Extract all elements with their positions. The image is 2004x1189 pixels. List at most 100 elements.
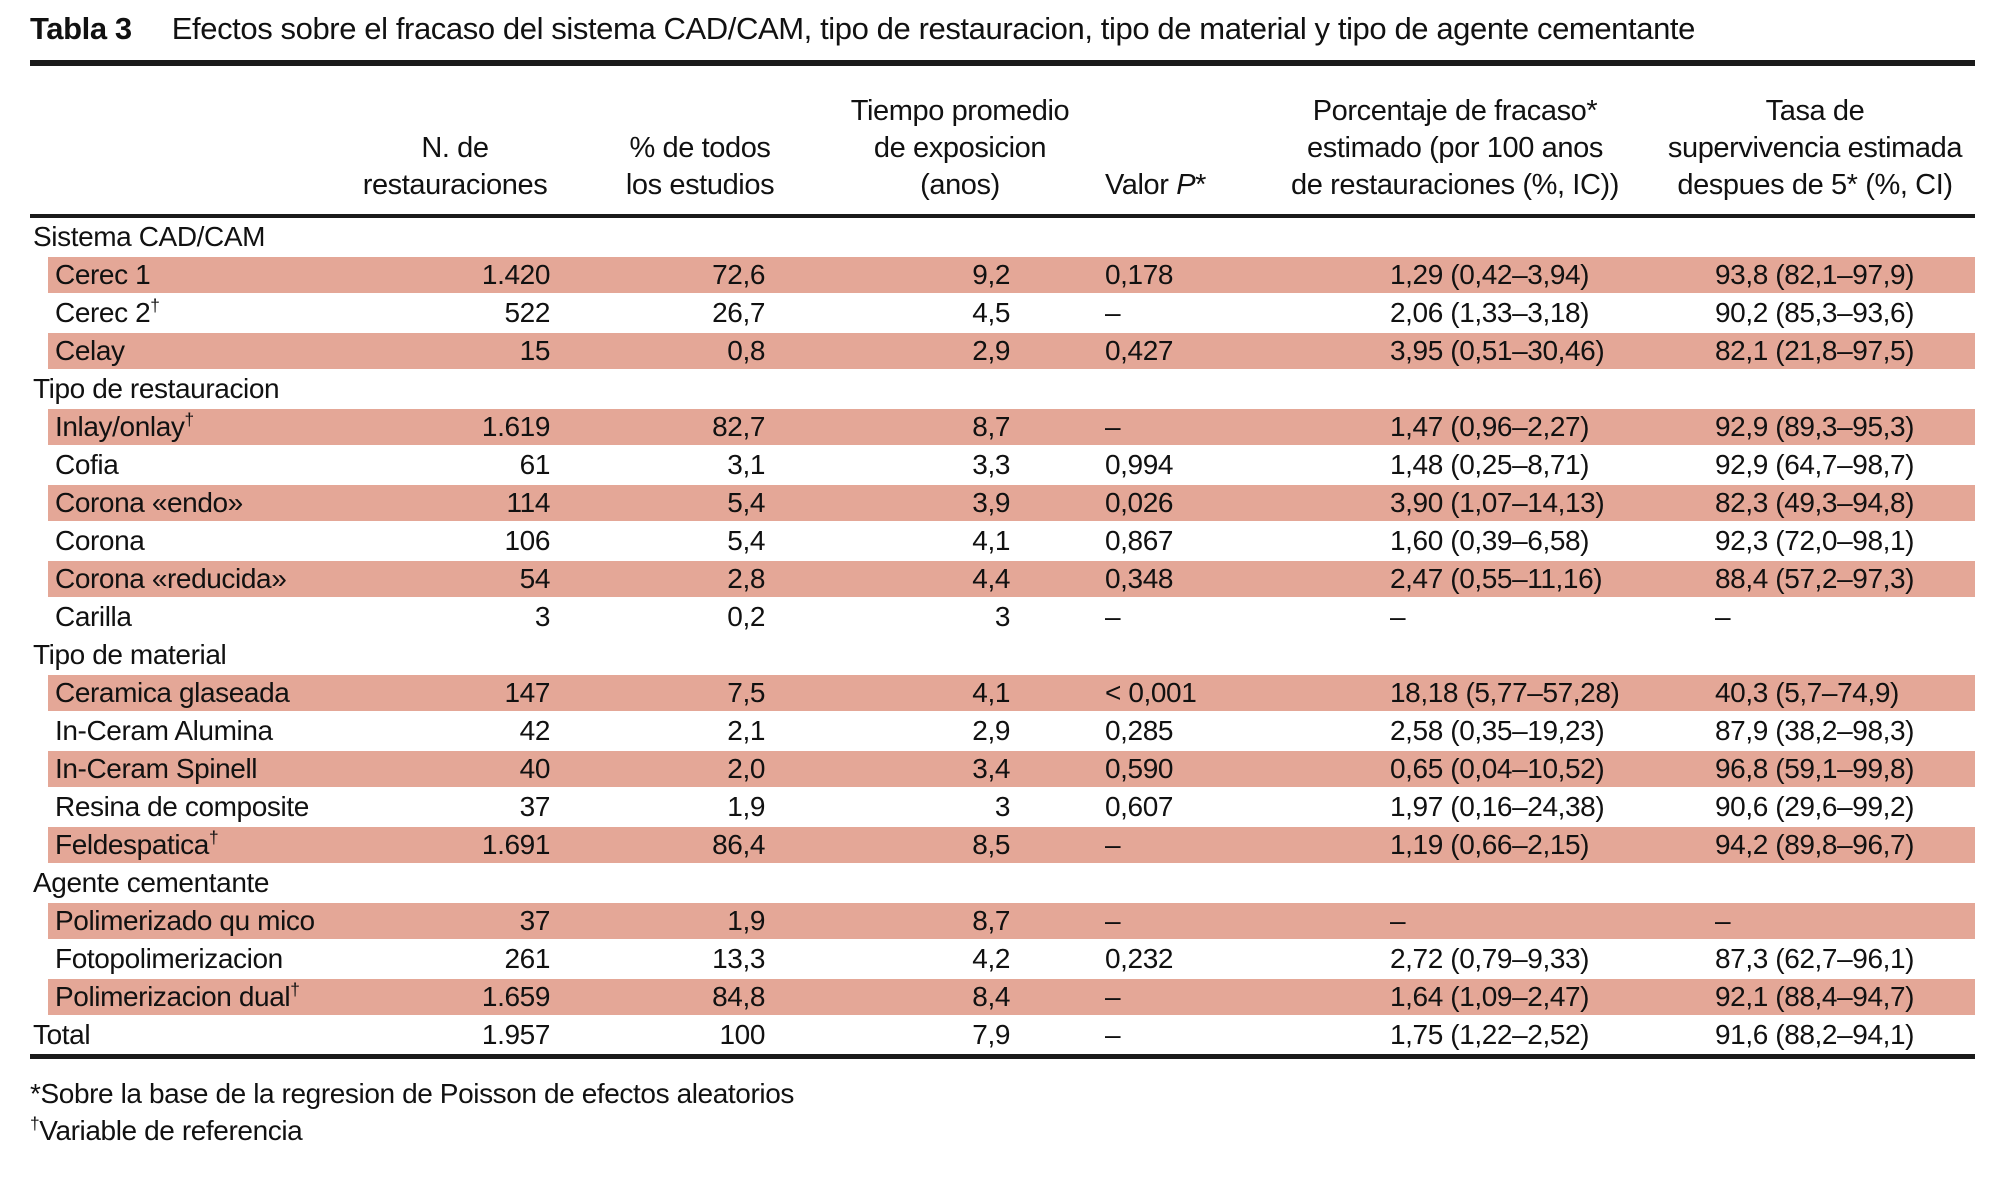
cell-p-value: 0,026 [1105,487,1174,518]
cell-restorations: 1.957 [481,1019,550,1050]
cell-exposure-time: 3 [994,791,1011,822]
cell-failure-rate: 1,64 (1,09–2,47) [1390,981,1590,1012]
cell-exposure-time: 2,9 [972,715,1010,746]
table-number: Tabla 3 [30,11,132,46]
header-line: de exposicion [873,132,1047,164]
cell-survival-rate: 92,9 (64,7–98,7) [1715,449,1915,480]
cell-exposure-time: 4,2 [972,943,1010,974]
header-line: estimado (por 100 anos [1307,132,1603,164]
table-row: Polimerizado qu mico 37 1,9 8,7 – – – [30,902,1975,940]
cell-restorations: 1.659 [481,981,550,1012]
cell-survival-rate: 88,4 (57,2–97,3) [1715,563,1915,594]
group-header-row: Tipo de restauracion [30,370,1975,408]
table-row: Celay 15 0,8 2,9 0,427 3,95 (0,51–30,46) 82,1 … [30,332,1975,370]
cell-percent-studies: 82,7 [712,411,765,442]
header-line: N. de [421,132,489,164]
cell-survival-rate: – [1715,601,1731,632]
table-row: Feldespatica† 1.691 86,4 8,5 – 1,19 (0,66–2,1… [30,826,1975,864]
cell-restorations: 42 [519,715,551,746]
footnote: *Sobre la base de la regresion de Poisso… [30,1078,794,1109]
cell-exposure-time: 4,4 [972,563,1010,594]
dagger-marker: † [290,979,300,1000]
table-row: Corona «endo» 114 5,4 3,9 0,026 3,90 (1,07–14… [30,484,1975,522]
cell-percent-studies: 7,5 [727,677,765,708]
cell-failure-rate: 1,75 (1,22–2,52) [1390,1019,1590,1050]
cell-restorations: 522 [504,297,550,328]
cell-percent-studies: 100 [719,1019,765,1050]
cell-failure-rate: 1,97 (0,16–24,38) [1390,791,1605,822]
cell-exposure-time: 3,9 [972,487,1010,518]
cell-percent-studies: 0,8 [727,335,765,366]
cell-survival-rate: 93,8 (82,1–97,9) [1715,259,1915,290]
cell-p-value: 0,348 [1105,563,1174,594]
table-row: In-Ceram Spinell 40 2,0 3,4 0,590 0,65 (0,04–… [30,750,1975,788]
p-italic: P [1176,169,1196,201]
row-label: Total [33,1019,91,1050]
table-row: Carilla 3 0,2 3 – – – [30,598,1975,636]
cell-exposure-time: 8,7 [972,905,1010,936]
cell-percent-studies: 3,1 [727,449,765,480]
header-line: Porcentaje de fracaso* [1312,95,1598,127]
row-label: Corona «reducida» [55,563,287,594]
table-row: Cerec 1 1.420 72,6 9,2 0,178 1,29 (0,42–3,94)… [30,256,1975,294]
cell-p-value: 0,427 [1105,335,1174,366]
row-label: Fotopolimerizacion [55,943,283,974]
cell-exposure-time: 4,5 [972,297,1010,328]
cell-survival-rate: 82,1 (21,8–97,5) [1715,335,1915,366]
cell-restorations: 1.619 [481,411,550,442]
cell-survival-rate: – [1715,905,1731,936]
cell-exposure-time: 3 [994,601,1011,632]
cell-failure-rate: 2,58 (0,35–19,23) [1390,715,1605,746]
header-line: de restauraciones (%, IC)) [1290,169,1620,201]
cell-p-value: – [1105,1019,1121,1050]
cell-survival-rate: 87,3 (62,7–96,1) [1715,943,1915,974]
cell-restorations: 40 [519,753,551,784]
cell-percent-studies: 2,0 [727,753,765,784]
cell-p-value: 0,607 [1105,791,1174,822]
cell-failure-rate: – [1390,601,1406,632]
group-header-label: Agente cementante [33,867,270,898]
header-line: los estudios [625,169,775,201]
cell-survival-rate: 40,3 (5,7–74,9) [1715,677,1899,708]
cell-restorations: 54 [519,563,551,594]
cell-p-value: – [1105,601,1121,632]
header-line: % de todos [629,132,771,164]
cell-failure-rate: 2,06 (1,33–3,18) [1390,297,1590,328]
header-line: supervivencia estimada [1667,132,1963,164]
column-header-survival-rate: Tasa de supervivencia estimada despues d… [1615,93,2004,204]
table-title: Tabla 3 Efectos sobre el fracaso del sist… [30,10,2004,48]
cell-percent-studies: 86,4 [712,829,765,860]
cell-exposure-time: 7,9 [972,1019,1010,1050]
cell-p-value: – [1105,905,1121,936]
cell-failure-rate: 3,90 (1,07–14,13) [1390,487,1605,518]
table-row: Fotopolimerizacion 261 13,3 4,2 0,232 2,72 (0… [30,940,1975,978]
footnotes: *Sobre la base de la regresion de Poisso… [30,1075,2004,1149]
cell-p-value: < 0,001 [1105,677,1197,708]
table-row: Polimerizacion dual† 1.659 84,8 8,4 – 1,64 (1… [30,978,1975,1016]
row-label: Cerec 2† [55,295,160,328]
cell-failure-rate: 1,60 (0,39–6,58) [1390,525,1590,556]
page-root: Tabla 3 Efectos sobre el fracaso del sist… [0,10,2004,1189]
header-line: (anos) [920,169,1000,201]
cell-survival-rate: 92,9 (89,3–95,3) [1715,411,1915,442]
cell-exposure-time: 2,9 [972,335,1010,366]
table-row: Inlay/onlay† 1.619 82,7 8,7 – 1,47 (0,96–2,27… [30,408,1975,446]
cell-percent-studies: 5,4 [727,525,765,556]
bottom-rule [30,1054,1975,1059]
table-row: Cofia 61 3,1 3,3 0,994 1,48 (0,25–8,71) 92,9 (… [30,446,1975,484]
column-header-p-value: Valor P* [1105,167,1206,204]
table-row: In-Ceram Alumina 42 2,1 2,9 0,285 2,58 (0,35–… [30,712,1975,750]
cell-failure-rate: 0,65 (0,04–10,52) [1390,753,1605,784]
cell-survival-rate: 90,6 (29,6–99,2) [1715,791,1915,822]
table-row: Corona 106 5,4 4,1 0,867 1,60 (0,39–6,58) 92,3… [30,522,1975,560]
table-row: Corona «reducida» 54 2,8 4,4 0,348 2,47 (0,55… [30,560,1975,598]
row-label: Corona «endo» [55,487,243,518]
cell-restorations: 147 [504,677,550,708]
cell-p-value: – [1105,297,1121,328]
cell-percent-studies: 1,9 [727,791,765,822]
cell-p-value: – [1105,829,1121,860]
header-line: Tiempo promedio [850,95,1070,127]
group-header-row: Sistema CAD/CAM [30,218,1975,256]
row-label: Inlay/onlay† [55,409,194,442]
cell-p-value: – [1105,411,1121,442]
